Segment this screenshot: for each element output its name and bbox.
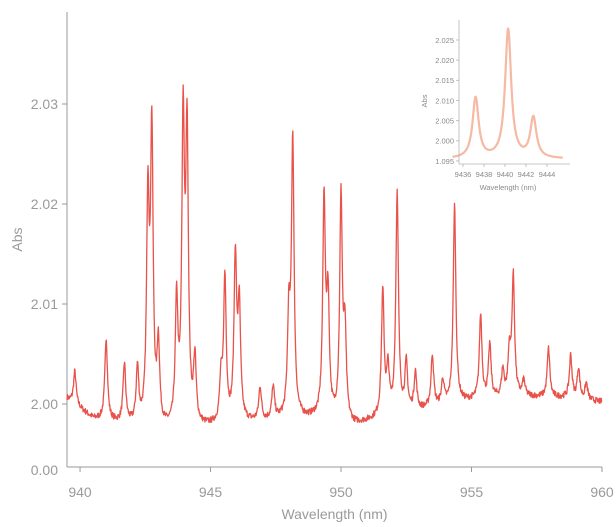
y-tick-label: 2.01 <box>31 296 58 312</box>
inset-chart: 1.095 2.000 2.005 2.010 2.015 2.020 2.025 9436 9… <box>420 20 570 192</box>
main-axes: 2.00 2.01 2.02 2.03 0.00 940 945 950 955 960 Wavel… <box>9 12 614 522</box>
y-tick-label: 2.02 <box>31 196 58 212</box>
inset-x-axis-label: Wavelength (nm) <box>480 183 537 192</box>
inset-y-axis-label: Abs <box>420 94 429 107</box>
y-axis-break-label: 0.00 <box>31 462 58 478</box>
inset-x-tick-label: 9436 <box>455 170 472 179</box>
y-tick-label: 2.03 <box>31 96 58 112</box>
x-tick-label: 960 <box>590 484 614 500</box>
inset-y-tick-label: 2.005 <box>435 116 454 125</box>
main-series <box>66 84 603 424</box>
x-tick-label: 950 <box>329 484 353 500</box>
x-tick-label: 955 <box>460 484 484 500</box>
inset-y-tick-label: 1.095 <box>435 157 454 166</box>
inset-spectrum-line <box>451 27 564 159</box>
spectrum-line <box>66 84 603 424</box>
x-tick-label: 940 <box>68 484 92 500</box>
inset-y-tick-label: 2.010 <box>435 96 454 105</box>
inset-y-tick-label: 2.015 <box>435 76 454 85</box>
inset-x-tick-label: 9444 <box>539 170 556 179</box>
inset-axes: 1.095 2.000 2.005 2.010 2.015 2.020 2.025 9436 9… <box>420 20 570 192</box>
x-tick-label: 945 <box>199 484 223 500</box>
inset-x-tick-label: 9440 <box>497 170 514 179</box>
y-tick-label: 2.00 <box>31 396 58 412</box>
inset-y-tick-label: 2.000 <box>435 137 454 146</box>
inset-x-tick-label: 9438 <box>476 170 493 179</box>
y-axis-label: Abs <box>9 227 25 251</box>
inset-series <box>451 27 564 159</box>
x-axis-label: Wavelength (nm) <box>281 506 387 522</box>
inset-y-tick-label: 2.025 <box>435 36 454 45</box>
inset-x-tick-label: 9442 <box>518 170 535 179</box>
inset-y-tick-label: 2.020 <box>435 56 454 65</box>
